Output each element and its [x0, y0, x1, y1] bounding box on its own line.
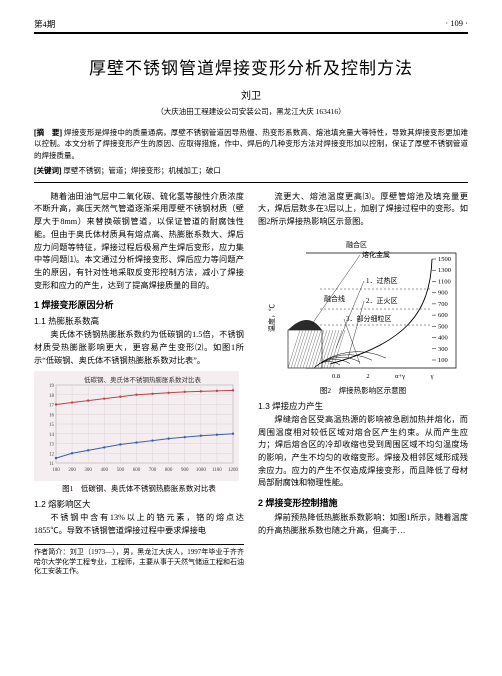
svg-text:200: 200: [68, 468, 76, 473]
paper-author: 刘卫: [34, 87, 468, 102]
svg-text:300: 300: [84, 468, 92, 473]
abstract-text: 焊接变形是焊接中的质量通病，厚壁不锈钢管道因导热慢、热变形系数高、熔池填充量大等…: [34, 128, 468, 160]
para-1-3: 焊缝熔合区受高温热源的影响被急剧加热并熔化，而周围温度相对较低区域对熔合区产生约…: [258, 414, 468, 490]
svg-text:600: 600: [438, 312, 448, 319]
svg-text:15: 15: [49, 423, 55, 428]
svg-text:500: 500: [117, 468, 125, 473]
svg-text:1500: 1500: [438, 256, 451, 263]
svg-text:400: 400: [438, 334, 448, 341]
svg-text:100: 100: [438, 357, 448, 364]
svg-text:3．部分细粒区: 3．部分细粒区: [346, 314, 392, 323]
svg-text:1000: 1000: [196, 468, 207, 473]
svg-text:300: 300: [438, 346, 448, 353]
author-bio-label: 作者简介：: [34, 549, 70, 556]
header-page: · 109 ·: [445, 18, 468, 30]
svg-text:500: 500: [438, 323, 448, 330]
svg-text:低碳钢、奥氏体不锈钢热膨胀系数对比表: 低碳钢、奥氏体不锈钢热膨胀系数对比表: [84, 375, 202, 384]
section-1-3: 1.3 焊接应力产生: [258, 400, 468, 412]
keywords-label: [关键词]: [34, 166, 62, 175]
svg-text:100: 100: [52, 468, 60, 473]
para-1-2: 不锈钢中含有13%以上的铬元素，铬的熔点达1855℃。导致不锈钢管道焊接过程中要…: [34, 512, 244, 537]
intro-para: 随着油田油气层中二氧化碳、硫化氢等酸性介质浓度不断升高，高压天然气管道逐渐采用厚…: [34, 191, 244, 293]
header-issue: 第4期: [34, 18, 55, 30]
svg-text:1200: 1200: [228, 468, 239, 473]
svg-text:11: 11: [49, 462, 54, 467]
divider: [34, 182, 468, 183]
paper-title: 厚壁不锈钢管道焊接变形分析及控制方法: [34, 54, 468, 79]
abstract: [摘 要] 焊接变形是焊接中的质量通病，厚壁不锈钢管道因导热慢、热变形系数高、熔…: [34, 127, 468, 161]
column-right: 流更大、熔池温度更高⑶。厚壁管熔池及填充量更大，焊后层数多在3层以上，加剧了焊接…: [258, 191, 468, 578]
para-2: 焊前预热降低热膨胀系数影响：如图1所示，随着温度的升高热膨胀系数也随之升高，但高…: [258, 512, 468, 537]
svg-text:1300: 1300: [438, 267, 451, 274]
figure-1: 低碳钢、奥氏体不锈钢热膨胀系数对比表 11 12 13 14 15 16 17 18 19 100 2…: [34, 371, 244, 494]
svg-text:2: 2: [366, 373, 369, 380]
column-left: 随着油田油气层中二氧化碳、硫化氢等酸性介质浓度不断升高，高压天然气管道逐渐采用厚…: [34, 191, 244, 578]
svg-text:1．过热区: 1．过热区: [366, 276, 398, 285]
svg-text:温度，℃: 温度，℃: [267, 304, 276, 332]
para-cont: 流更大、熔池温度更高⑶。厚壁管熔池及填充量更大，焊后层数多在3层以上，加剧了焊接…: [258, 191, 468, 229]
svg-text:700: 700: [438, 301, 448, 308]
svg-text:α+γ: α+γ: [395, 373, 405, 380]
paper-affiliation: （大庆油田工程建设公司安装公司，黑龙江大庆 163416）: [34, 106, 468, 117]
author-bio: 作者简介：刘卫（1973—），男，黑龙江大庆人，1997年毕业于齐齐哈尔大学化学…: [34, 544, 244, 577]
svg-text:0.8: 0.8: [332, 373, 340, 380]
figure-1-caption: 图1 低碳钢、奥氏体不锈钢热膨胀系数对比表: [34, 483, 244, 494]
figure-1-chart: 低碳钢、奥氏体不锈钢热膨胀系数对比表 11 12 13 14 15 16 17 18 19 100 2…: [34, 371, 239, 481]
figure-2: 温度，℃ 1500 1300 1100 900 700 600 500 400 300 100 融合区…: [258, 233, 468, 396]
svg-text:1100: 1100: [212, 468, 222, 473]
section-1-1: 1.1 热膨胀系数高: [34, 315, 244, 327]
svg-text:17: 17: [49, 404, 55, 409]
keywords-text: 厚壁不锈钢；管道；焊接变形；机械加工；破口: [63, 166, 221, 175]
keywords: [关键词] 厚壁不锈钢；管道；焊接变形；机械加工；破口: [34, 165, 468, 176]
para-1-1: 奥氏体不锈钢热膨胀系数约为低碳钢的1.5倍，不锈钢材质受热膨胀影响更大，更容易产…: [34, 329, 244, 367]
abstract-label: [摘 要]: [34, 128, 62, 137]
section-2: 2 焊接变形控制措施: [258, 496, 468, 509]
svg-text:2．正火区: 2．正火区: [366, 297, 398, 305]
svg-text:12: 12: [49, 453, 55, 458]
figure-2-chart: 温度，℃ 1500 1300 1100 900 700 600 500 400 300 100 融合区…: [258, 233, 463, 383]
svg-text:1100: 1100: [438, 278, 451, 285]
svg-text:γ: γ: [430, 373, 434, 380]
svg-text:400: 400: [101, 468, 109, 473]
svg-text:融合区: 融合区: [346, 240, 367, 249]
svg-text:900: 900: [181, 468, 189, 473]
svg-text:800: 800: [165, 468, 173, 473]
section-1-2: 1.2 熔影响区大: [34, 498, 244, 510]
svg-text:900: 900: [438, 290, 448, 297]
svg-text:融合线: 融合线: [324, 294, 345, 303]
svg-text:19: 19: [49, 384, 55, 389]
svg-text:18: 18: [49, 394, 55, 399]
header-rule: [34, 33, 468, 34]
svg-text:16: 16: [49, 414, 55, 419]
svg-text:熔化金属: 熔化金属: [362, 250, 390, 259]
svg-text:600: 600: [133, 468, 141, 473]
svg-text:13: 13: [49, 443, 55, 448]
figure-2-caption: 图2 焊接热影响区示意图: [258, 385, 468, 396]
section-1: 1 焊接变形原因分析: [34, 298, 244, 311]
svg-text:700: 700: [149, 468, 157, 473]
svg-text:14: 14: [49, 433, 55, 438]
